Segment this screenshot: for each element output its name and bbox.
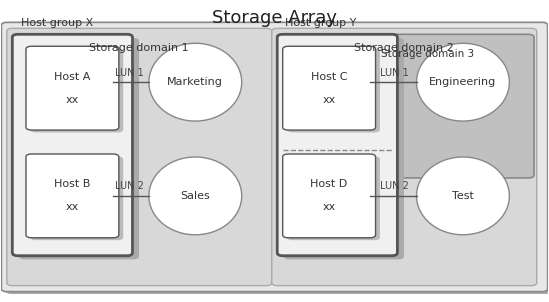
Text: Storage domain 3: Storage domain 3 — [381, 49, 474, 59]
Text: Storage domain 2: Storage domain 2 — [354, 43, 454, 53]
Text: LUN 2: LUN 2 — [115, 182, 144, 191]
FancyBboxPatch shape — [283, 46, 376, 130]
FancyBboxPatch shape — [321, 34, 534, 178]
Ellipse shape — [417, 157, 509, 235]
Text: Host group Y: Host group Y — [285, 18, 357, 28]
Text: Host D

xx: Host D xx — [311, 179, 348, 213]
Text: Engineering: Engineering — [429, 77, 497, 87]
Ellipse shape — [422, 46, 514, 124]
FancyBboxPatch shape — [11, 31, 276, 288]
FancyBboxPatch shape — [30, 49, 123, 133]
FancyBboxPatch shape — [30, 156, 123, 240]
FancyBboxPatch shape — [277, 34, 397, 256]
Text: Host A

xx: Host A xx — [54, 72, 91, 105]
Text: Storage domain 1: Storage domain 1 — [89, 43, 189, 53]
Text: Host group X: Host group X — [20, 18, 93, 28]
Ellipse shape — [422, 160, 514, 238]
Text: LUN 2: LUN 2 — [380, 182, 409, 191]
Ellipse shape — [149, 43, 242, 121]
Ellipse shape — [417, 43, 509, 121]
Text: LUN 1: LUN 1 — [380, 68, 409, 78]
Ellipse shape — [154, 160, 247, 238]
FancyBboxPatch shape — [328, 38, 541, 182]
FancyBboxPatch shape — [7, 28, 272, 286]
FancyBboxPatch shape — [287, 49, 380, 133]
Text: Marketing: Marketing — [167, 77, 223, 87]
Text: Storage Array: Storage Array — [212, 9, 337, 27]
FancyBboxPatch shape — [12, 34, 132, 256]
Text: LUN 1: LUN 1 — [115, 68, 144, 78]
Text: Host C

xx: Host C xx — [311, 72, 348, 105]
FancyBboxPatch shape — [26, 46, 119, 130]
FancyBboxPatch shape — [284, 38, 404, 259]
FancyBboxPatch shape — [272, 28, 537, 286]
Text: Sales: Sales — [181, 191, 210, 201]
Text: Test: Test — [452, 191, 474, 201]
FancyBboxPatch shape — [276, 31, 541, 288]
FancyBboxPatch shape — [5, 25, 549, 294]
Ellipse shape — [149, 157, 242, 235]
FancyBboxPatch shape — [2, 22, 547, 292]
FancyBboxPatch shape — [26, 154, 119, 238]
FancyBboxPatch shape — [283, 154, 376, 238]
Text: Host B

xx: Host B xx — [54, 179, 91, 213]
FancyBboxPatch shape — [19, 38, 139, 259]
Ellipse shape — [154, 46, 247, 124]
FancyBboxPatch shape — [287, 156, 380, 240]
